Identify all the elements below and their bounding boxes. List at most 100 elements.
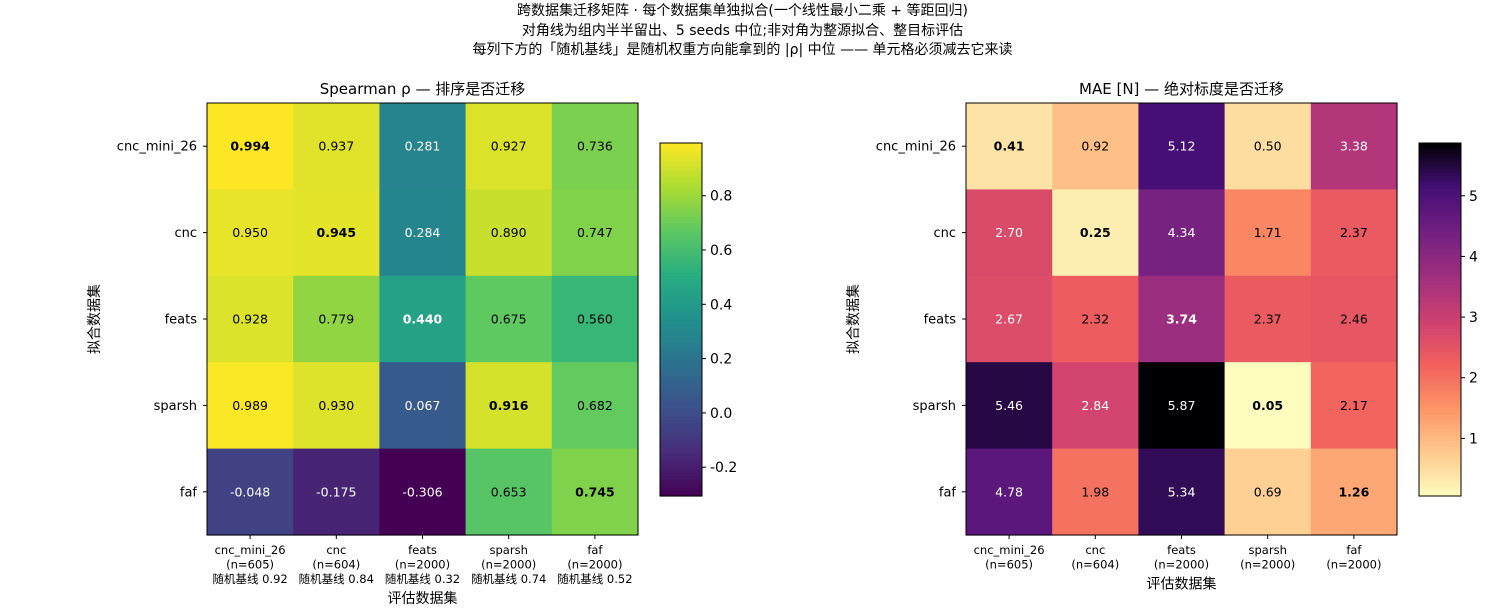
- cell-value-label-feats-feats: 3.74: [1166, 312, 1197, 327]
- colorbar-tick-label-0.8: 0.8: [710, 189, 732, 205]
- heatmap-cell-sparsh-faf: [551, 362, 639, 450]
- heatmap-cell-feats-cnc: [293, 275, 380, 363]
- heatmap-cell-cnc_mini_26-feats: [379, 103, 467, 190]
- heatmap-cell-feats-cnc: [1052, 275, 1139, 363]
- heatmap-cell-feats-feats: [379, 275, 467, 363]
- x-tick-label-cnc_mini_26: cnc_mini_26 (n=605): [974, 543, 1045, 572]
- y-tick-label-cnc_mini_26: cnc_mini_26: [876, 140, 956, 155]
- heatmap-cell-cnc-feats: [379, 189, 467, 277]
- heatmap-cell-cnc_mini_26-faf: [551, 103, 639, 190]
- heatmap-cell-feats-faf: [551, 275, 639, 363]
- y-tick-label-cnc_mini_26: cnc_mini_26: [117, 140, 197, 155]
- y-tick-label-feats: feats: [924, 313, 957, 328]
- cell-value-label-faf-sparsh: 0.653: [491, 484, 527, 499]
- heatmap-cell-cnc-feats: [1138, 189, 1226, 277]
- cell-value-label-cnc-sparsh: 1.71: [1254, 225, 1282, 240]
- x-tick-label-faf: faf (n=2000)随机基线 0.52: [557, 543, 632, 586]
- colorbar-tick-label-0.2: 0.2: [710, 352, 732, 368]
- heatmap-cell-feats-faf: [1310, 275, 1398, 363]
- colorbar-tick-label-0.6: 0.6: [710, 243, 732, 259]
- cell-value-label-faf-faf: 1.26: [1338, 484, 1369, 499]
- heatmap-cell-feats-cnc_mini_26: [966, 275, 1053, 363]
- cell-value-label-feats-sparsh: 0.675: [491, 312, 527, 327]
- cell-value-label-sparsh-cnc_mini_26: 0.989: [232, 398, 268, 413]
- cell-value-label-faf-feats: 5.34: [1168, 484, 1196, 499]
- y-tick-label-faf: faf: [939, 485, 957, 500]
- cell-value-label-feats-cnc_mini_26: 0.928: [232, 312, 268, 327]
- cell-value-label-cnc-cnc: 0.25: [1080, 225, 1111, 240]
- cell-value-label-sparsh-faf: 0.682: [577, 398, 613, 413]
- panel-2-x-axis-label: 评估数据集: [1147, 576, 1217, 593]
- y-tick-label-cnc: cnc: [174, 226, 197, 241]
- x-tick-label-cnc_mini_26: cnc_mini_26 (n=605)随机基线 0.92: [212, 543, 287, 586]
- heatmap-cell-feats-sparsh: [1224, 275, 1312, 363]
- cell-value-label-faf-feats: -0.306: [402, 484, 442, 499]
- cell-value-label-sparsh-faf: 2.17: [1340, 398, 1368, 413]
- cell-value-label-sparsh-sparsh: 0.05: [1252, 398, 1283, 413]
- heatmap-cell-cnc-faf: [551, 189, 639, 277]
- heatmap-panel-1: Spearman ρ — 排序是否迁移 0.994 0.937 0.281 0.927 0…: [86, 80, 737, 607]
- colorbar-tick-label-0.0: 0.0: [710, 406, 732, 422]
- cell-value-label-sparsh-cnc_mini_26: 5.46: [995, 398, 1023, 413]
- heatmap-cell-faf-cnc: [293, 448, 380, 536]
- cell-value-label-cnc_mini_26-cnc_mini_26: 0.994: [230, 139, 270, 154]
- y-tick-label-feats: feats: [165, 313, 198, 328]
- heatmap-cell-sparsh-faf: [1310, 362, 1398, 450]
- cell-value-label-feats-cnc: 0.779: [318, 312, 354, 327]
- y-tick-label-sparsh: sparsh: [154, 399, 197, 414]
- cell-value-label-cnc-sparsh: 0.890: [491, 225, 527, 240]
- heatmap-cell-sparsh-feats: [379, 362, 467, 450]
- heatmap-cell-cnc_mini_26-cnc_mini_26: [966, 103, 1053, 190]
- heatmap-cell-cnc_mini_26-faf: [1310, 103, 1398, 190]
- y-tick-label-cnc: cnc: [933, 226, 956, 241]
- cell-value-label-cnc-feats: 4.34: [1168, 225, 1196, 240]
- heatmap-cell-cnc-sparsh: [465, 189, 553, 277]
- cell-value-label-sparsh-cnc: 0.930: [318, 398, 354, 413]
- colorbar-1: -0.2 0.0 0.2 0.4 0.6 0.8: [659, 142, 737, 497]
- y-tick-label-sparsh: sparsh: [913, 399, 956, 414]
- heatmap-cell-faf-cnc: [1052, 448, 1139, 536]
- x-tick-label-sparsh: sparsh (n=2000): [1240, 543, 1295, 572]
- heatmap-cell-cnc-cnc_mini_26: [966, 189, 1053, 277]
- heatmap-cell-cnc_mini_26-sparsh: [465, 103, 553, 190]
- cell-value-label-cnc_mini_26-cnc: 0.92: [1081, 139, 1109, 154]
- cell-value-label-sparsh-feats: 0.067: [405, 398, 441, 413]
- panel-1-y-axis-label: 拟合数据集: [86, 284, 103, 354]
- cell-value-label-cnc_mini_26-feats: 0.281: [405, 139, 441, 154]
- cell-value-label-cnc-cnc_mini_26: 0.950: [232, 225, 268, 240]
- cell-value-label-cnc-feats: 0.284: [405, 225, 441, 240]
- cell-value-label-cnc-faf: 2.37: [1340, 225, 1368, 240]
- x-tick-label-cnc: cnc (n=604)随机基线 0.84: [299, 543, 374, 586]
- cell-value-label-faf-sparsh: 0.69: [1254, 484, 1282, 499]
- heatmap-cell-faf-feats: [379, 448, 467, 536]
- heatmap-panel-2: MAE [N] — 绝对标度是否迁移 0.41 0.92 5.12 0.50 3.38 2.…: [845, 80, 1478, 593]
- colorbar-frame: [1418, 142, 1462, 497]
- y-tick-label-faf: faf: [180, 485, 198, 500]
- cell-value-label-feats-cnc: 2.32: [1081, 312, 1109, 327]
- heatmap-cell-faf-sparsh: [1224, 448, 1312, 536]
- cell-value-label-sparsh-feats: 5.87: [1168, 398, 1196, 413]
- cell-value-label-cnc_mini_26-sparsh: 0.50: [1254, 139, 1282, 154]
- heatmap-cell-faf-faf: [551, 448, 639, 536]
- colorbar-tick-label-1: 1: [1469, 431, 1478, 447]
- heatmap-cell-faf-sparsh: [465, 448, 553, 536]
- heatmap-cell-cnc-sparsh: [1224, 189, 1312, 277]
- cell-value-label-cnc-cnc_mini_26: 2.70: [995, 225, 1023, 240]
- panel-1-x-axis-label: 评估数据集: [388, 590, 458, 607]
- cell-value-label-faf-cnc: 1.98: [1081, 484, 1109, 499]
- colorbar-tick-label-4: 4: [1469, 249, 1478, 265]
- cell-value-label-faf-faf: 0.745: [575, 484, 615, 499]
- cell-value-label-faf-cnc: -0.175: [316, 484, 356, 499]
- heatmap-cell-sparsh-sparsh: [465, 362, 553, 450]
- heatmap-cell-faf-cnc_mini_26: [966, 448, 1053, 536]
- cell-value-label-cnc-faf: 0.747: [577, 225, 613, 240]
- colorbar-tick-label-0.4: 0.4: [710, 297, 732, 313]
- heatmap-cell-faf-cnc_mini_26: [207, 448, 294, 536]
- figure-suptitle: 跨数据集迁移矩阵 · 每个数据集单独拟合(一个线性最小二乘 + 等距回归) 对角…: [0, 2, 1485, 61]
- cell-value-label-feats-cnc_mini_26: 2.67: [995, 312, 1023, 327]
- heatmap-cell-sparsh-cnc_mini_26: [207, 362, 294, 450]
- cell-value-label-sparsh-sparsh: 0.916: [489, 398, 529, 413]
- cell-value-label-feats-sparsh: 2.37: [1254, 312, 1282, 327]
- heatmap-cell-faf-feats: [1138, 448, 1226, 536]
